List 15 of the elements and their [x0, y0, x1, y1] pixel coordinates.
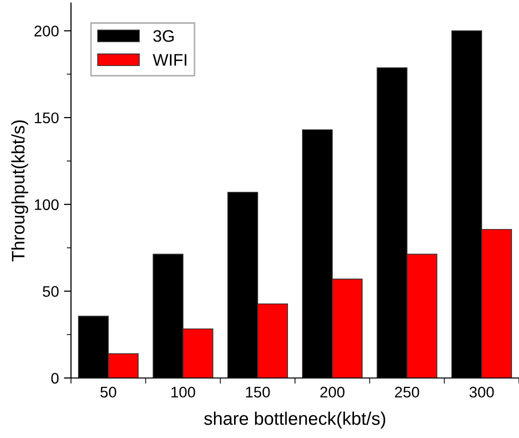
- legend-label: 3G: [153, 30, 174, 42]
- y-tick-label: 50: [42, 286, 59, 297]
- y-tick-label: 200: [34, 26, 59, 36]
- x-tick-label: 250: [395, 386, 420, 398]
- y-tick-label: 100: [34, 199, 59, 210]
- x-tick-label: 50: [100, 386, 116, 398]
- y-axis-title: Throughput(kbt/s): [11, 120, 28, 262]
- x-tick-label: 300: [470, 386, 494, 398]
- y-tick-label: 0: [51, 372, 59, 384]
- x-tick-label: 150: [246, 386, 270, 398]
- x-axis-title: share bottleneck(kbt/s): [204, 412, 386, 429]
- legend-label: WIFI: [152, 54, 186, 66]
- y-tick-label: 150: [34, 112, 59, 124]
- x-tick-label: 200: [320, 386, 344, 398]
- x-tick-label: 100: [171, 386, 196, 398]
